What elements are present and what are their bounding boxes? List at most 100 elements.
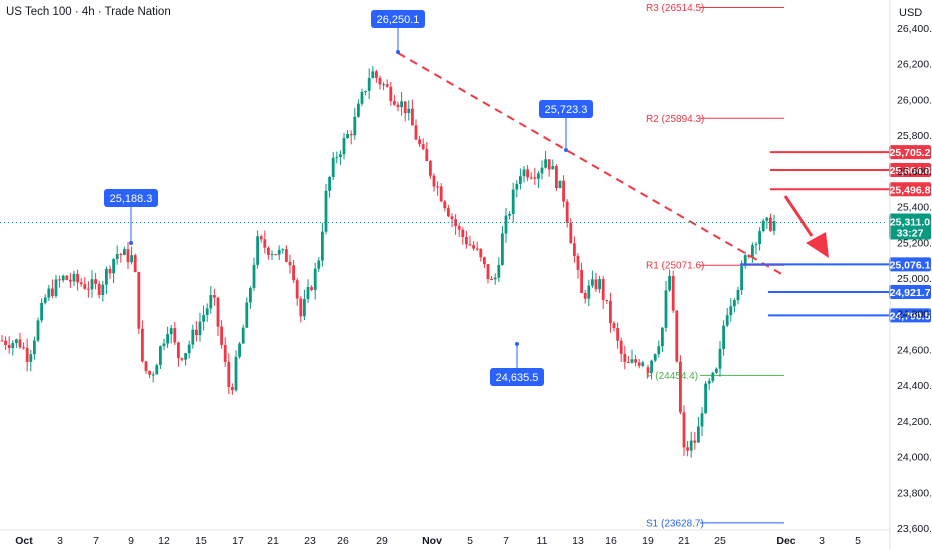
price-late-candle bbox=[711, 372, 715, 381]
price-candle bbox=[256, 236, 259, 265]
price-candle bbox=[0, 340, 4, 342]
price-late-candle bbox=[733, 300, 736, 307]
price-candle bbox=[378, 77, 382, 85]
price-candle bbox=[623, 353, 627, 362]
price-candle bbox=[450, 216, 454, 220]
price-candle bbox=[292, 265, 295, 281]
price-candle bbox=[537, 173, 540, 179]
price-candle bbox=[576, 255, 580, 270]
price-callout[interactable] bbox=[371, 10, 425, 28]
time-axis[interactable]: Oct 3 7 9 12 15 17 21 23 26 29 Nov 5 7 11 13 16 19 21 25 Dec… bbox=[0, 529, 890, 547]
time-tick-label: 7 bbox=[93, 535, 99, 547]
callouts-layer: 25,188.3 26,250.1 25,723.3 24,635.5 bbox=[104, 10, 593, 386]
price-candle bbox=[285, 249, 288, 262]
price-candle bbox=[130, 255, 133, 263]
price-candle bbox=[223, 344, 227, 362]
price-candle bbox=[43, 297, 47, 303]
price-candle bbox=[346, 133, 349, 139]
price-candle bbox=[324, 190, 328, 232]
price-candle bbox=[407, 108, 411, 114]
price-candle bbox=[187, 344, 191, 354]
price-candle bbox=[357, 103, 360, 117]
price-candle bbox=[483, 257, 486, 265]
price-late-candle bbox=[653, 354, 657, 361]
price-callout[interactable] bbox=[104, 189, 158, 207]
price-callout[interactable] bbox=[490, 368, 544, 386]
time-tick-label: 25 bbox=[714, 535, 726, 547]
price-candle bbox=[508, 214, 511, 216]
downtrend-line[interactable] bbox=[397, 52, 783, 276]
price-late-candle bbox=[668, 275, 671, 291]
price-candle bbox=[169, 328, 173, 335]
price-late-candle bbox=[704, 383, 707, 414]
support-tag[interactable] bbox=[889, 308, 931, 323]
countdown-label: 33:27 bbox=[897, 227, 924, 239]
price-candle bbox=[486, 264, 490, 280]
price-late-candle bbox=[729, 306, 733, 316]
price-candle bbox=[22, 347, 25, 349]
price-tick-label: 26,200.0 bbox=[897, 59, 932, 71]
price-candle bbox=[79, 282, 83, 285]
time-tick-label: 13 bbox=[572, 535, 584, 547]
price-candle bbox=[11, 343, 15, 349]
price-candle bbox=[601, 279, 605, 300]
price-late-candle bbox=[689, 440, 693, 451]
price-tick-label: 25,000.0 bbox=[897, 273, 932, 285]
price-candle bbox=[609, 300, 612, 324]
price-late-candle bbox=[743, 255, 747, 266]
price-candle bbox=[637, 362, 641, 366]
price-candle bbox=[447, 208, 450, 217]
price-late-candle bbox=[725, 315, 729, 326]
price-candle bbox=[202, 314, 205, 322]
price-candle bbox=[274, 254, 277, 256]
price-candle bbox=[61, 275, 65, 281]
time-tick-label: 12 bbox=[158, 535, 170, 547]
price-candle bbox=[457, 226, 461, 230]
price-candle bbox=[472, 245, 475, 249]
resistance-tag[interactable] bbox=[889, 163, 931, 177]
price-candle bbox=[198, 321, 202, 336]
support-tag[interactable] bbox=[889, 257, 931, 272]
time-tick-label: 7 bbox=[503, 535, 509, 547]
price-late-candle bbox=[693, 440, 697, 443]
resistance-tag[interactable] bbox=[889, 145, 931, 160]
price-candle bbox=[119, 254, 123, 256]
current-price-tag[interactable] bbox=[889, 213, 931, 240]
price-candle bbox=[220, 326, 223, 345]
price-late-candle bbox=[646, 367, 650, 373]
price-candle bbox=[519, 176, 522, 184]
price-candle bbox=[342, 138, 346, 155]
price-late-candle bbox=[707, 380, 711, 384]
price-callout[interactable] bbox=[539, 100, 593, 118]
price-candle bbox=[180, 358, 184, 360]
price-tick-label: 24,000.0 bbox=[897, 452, 932, 464]
price-candle bbox=[133, 255, 137, 273]
price-candle bbox=[583, 292, 587, 299]
price-candle bbox=[562, 180, 565, 202]
time-tick-label: 17 bbox=[232, 535, 244, 547]
resistance-tag[interactable] bbox=[889, 182, 931, 197]
price-late-candle bbox=[679, 361, 682, 413]
price-callout-dot bbox=[564, 148, 568, 152]
price-candle bbox=[177, 342, 180, 359]
price-axis[interactable]: 23,600.0 23,800.0 24,000.0 24,200.0 24,400.0… bbox=[889, 0, 932, 550]
price-callout-dot bbox=[129, 241, 133, 245]
price-candle bbox=[580, 269, 583, 293]
price-candle bbox=[144, 361, 148, 371]
pivot-label: R3 (26514.5) bbox=[646, 3, 704, 14]
price-late-candle bbox=[700, 413, 704, 427]
price-candle bbox=[303, 299, 306, 317]
price-candle bbox=[544, 159, 547, 168]
support-tag[interactable] bbox=[889, 284, 931, 299]
price-candle bbox=[414, 125, 418, 140]
price-candle bbox=[281, 249, 285, 251]
price-candle bbox=[400, 101, 403, 108]
price-candle bbox=[587, 285, 591, 299]
price-candle bbox=[497, 264, 501, 278]
price-candle bbox=[141, 328, 144, 362]
price-candle bbox=[468, 244, 472, 246]
price-candle bbox=[238, 343, 241, 357]
time-tick-label: 9 bbox=[128, 535, 134, 547]
